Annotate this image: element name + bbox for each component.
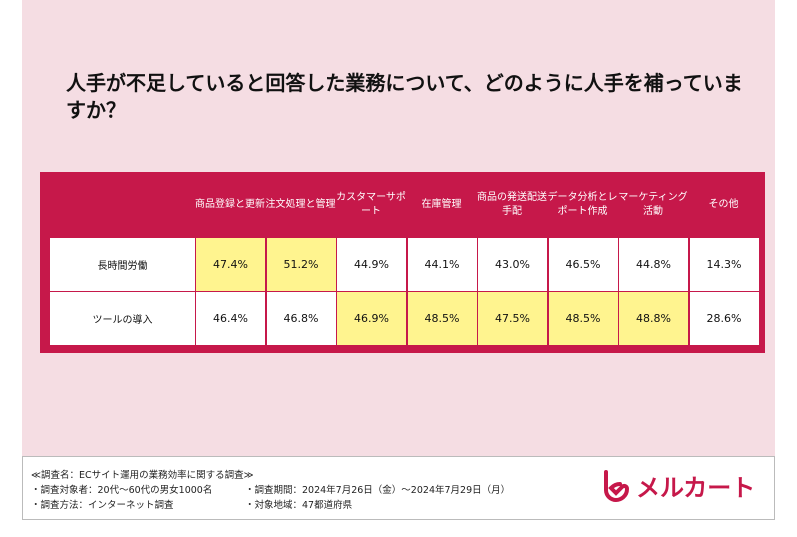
column-header: カスタマーサポート <box>336 192 406 217</box>
logo-text: メルカート <box>636 474 756 502</box>
table-cell: 44.9% <box>336 238 406 292</box>
table-cell: 48.8% <box>618 292 688 346</box>
table-cell: 44.1% <box>406 238 477 292</box>
table-cell: 48.5% <box>547 292 618 346</box>
table-cell: 47.5% <box>477 292 547 346</box>
logo-icon <box>604 469 630 502</box>
results-table: 商品登録と更新 注文処理と管理 カスタマーサポート 在庫管理 商品の発送配送手配 データ分… <box>40 172 765 353</box>
column-header: 商品登録と更新 <box>195 199 265 210</box>
column-header: その他 <box>708 199 739 210</box>
table-cell: 43.0% <box>477 238 547 292</box>
footer: ≪調査名：ECサイト運用の業務効率に関する調査≫ ・調査対象者：20代〜60代の… <box>22 456 775 520</box>
table-cell: 48.5% <box>406 292 477 346</box>
column-header: マーケティング活動 <box>618 192 688 217</box>
row-label: 長時間労働 <box>50 238 195 292</box>
survey-period: ・調査期間：2024年7月26日（金）〜2024年7月29日（月） <box>245 485 511 496</box>
table-cell: 47.4% <box>195 238 265 292</box>
column-header: 注文処理と管理 <box>265 199 336 210</box>
column-header: データ分析とレポート作成 <box>547 192 618 217</box>
survey-method: ・調査方法：インターネット調査 <box>31 500 174 511</box>
table-cell: 46.9% <box>336 292 406 346</box>
table-cell: 28.6% <box>688 292 759 346</box>
table-cell: 14.3% <box>688 238 759 292</box>
table-cell: 46.4% <box>195 292 265 346</box>
column-header: 商品の発送配送手配 <box>477 192 547 217</box>
column-header: 在庫管理 <box>421 199 462 210</box>
table-cell: 46.5% <box>547 238 618 292</box>
table-cell: 44.8% <box>618 238 688 292</box>
survey-target: ・調査対象者：20代〜60代の男女1000名 <box>31 485 213 496</box>
row-label: ツールの導入 <box>50 292 195 346</box>
table-cell: 46.8% <box>265 292 336 346</box>
table-cell: 51.2% <box>265 238 336 292</box>
logo: メルカート <box>600 468 755 503</box>
survey-region: ・対象地域：47都道府県 <box>245 500 353 511</box>
page-title: 人手が不足していると回答した業務について、どのように人手を補っていますか？ <box>66 71 743 122</box>
survey-name: ≪調査名：ECサイト運用の業務効率に関する調査≫ <box>31 470 254 481</box>
